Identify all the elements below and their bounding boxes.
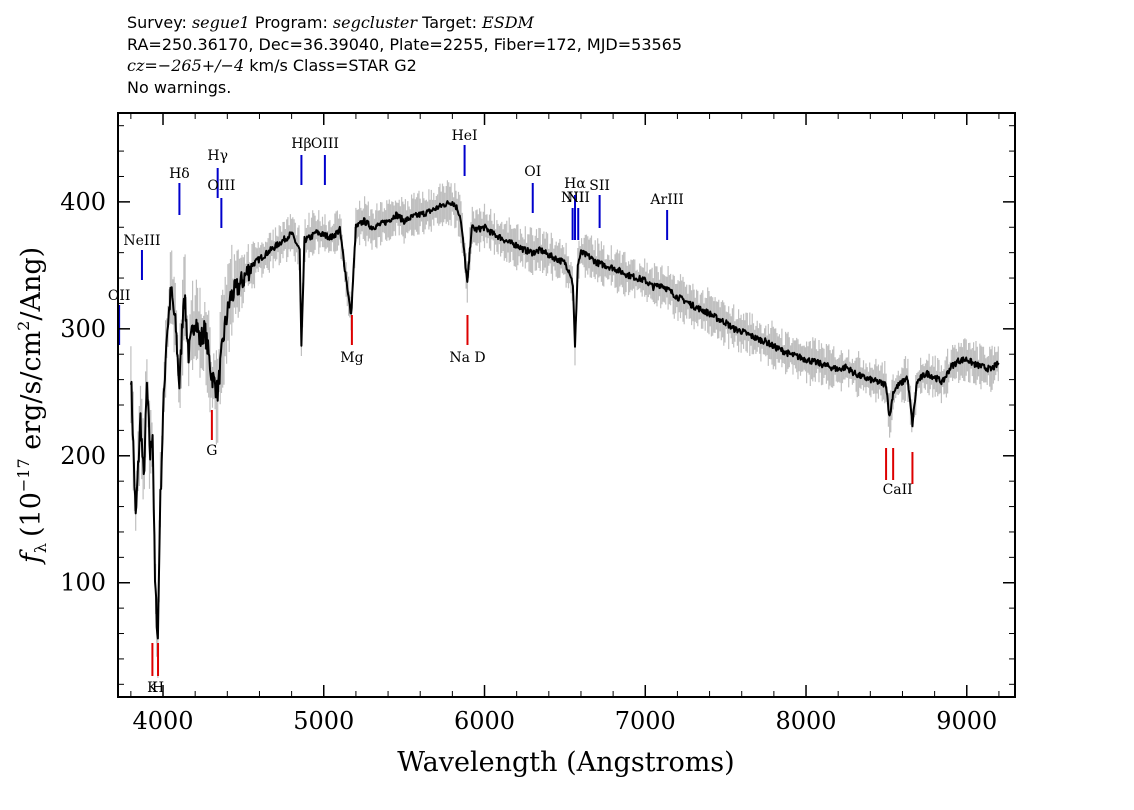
y-label-mid: erg/s/cm xyxy=(16,331,47,459)
emission-line-label: ArIII xyxy=(649,192,683,208)
y-tick-label: 300 xyxy=(60,315,106,343)
absorption-line-label: Na D xyxy=(449,350,485,366)
program-label: Program: xyxy=(249,13,333,32)
header-line-coords: RA=250.36170, Dec=36.39040, Plate=2255, … xyxy=(127,34,683,54)
target-value: ESDM xyxy=(482,13,534,32)
emission-line-label: SII xyxy=(589,178,610,194)
target-label: Target: xyxy=(416,13,483,32)
cz-unit-class: km/s Class=STAR G2 xyxy=(244,56,417,75)
y-label-sub: λ xyxy=(31,543,50,553)
x-tick-label: 8000 xyxy=(775,707,836,735)
flux-series xyxy=(129,200,1000,640)
emission-line-label: HeI xyxy=(452,128,478,144)
header-line-redshift: cz=−265+/−4 km/s Class=STAR G2 xyxy=(127,55,682,77)
header-line-warnings: No warnings. xyxy=(127,77,232,97)
emission-line-label: Hγ xyxy=(207,148,228,164)
absorption-line-label: K xyxy=(147,680,158,696)
x-tick-label: 7000 xyxy=(615,707,676,735)
cz-label: cz= xyxy=(127,56,158,75)
absorption-line-label: Mg xyxy=(340,350,363,366)
emission-line-label: NII xyxy=(567,190,590,206)
y-label-exp2: 2 xyxy=(14,321,33,331)
spectrum-header: Survey: segue1 Program: segcluster Targe… xyxy=(127,12,682,98)
x-tick-label: 5000 xyxy=(293,707,354,735)
emission-line-label: NII xyxy=(561,190,584,206)
cz-value: −265+/−4 xyxy=(157,56,245,75)
x-tick-label: 4000 xyxy=(132,707,193,735)
emission-line-label: Hδ xyxy=(169,166,190,182)
program-value: segcluster xyxy=(332,13,417,32)
y-tick-label: 200 xyxy=(60,442,106,470)
absorption-line-label: G xyxy=(206,443,217,459)
x-tick-label: 6000 xyxy=(454,707,515,735)
flux-line xyxy=(129,200,1000,640)
header-line-survey: Survey: segue1 Program: segcluster Targe… xyxy=(127,12,682,34)
emission-line-label: OIII xyxy=(311,136,339,152)
x-axis-label: Wavelength (Angstroms) xyxy=(397,747,734,778)
survey-value: segue1 xyxy=(191,13,250,32)
x-tick-label: 9000 xyxy=(936,707,997,735)
y-label-pre: (10 xyxy=(16,492,47,537)
y-tick-label: 100 xyxy=(60,569,106,597)
emission-line-label: OIII xyxy=(207,178,235,194)
emission-line-label: NeIII xyxy=(123,233,160,249)
absorption-line-label: H xyxy=(152,680,164,696)
absorption-line-label: CaII xyxy=(883,482,913,498)
emission-line-label: Hβ xyxy=(291,136,311,152)
y-tick-label: 400 xyxy=(60,188,106,216)
survey-label: Survey: xyxy=(127,13,192,32)
emission-line-label: Hα xyxy=(564,176,586,192)
emission-line-label: OI xyxy=(524,164,541,180)
y-label-exp: −17 xyxy=(14,458,33,492)
axis-ticks: 4000 5000 6000 7000 8000 9000 100 200 300 400 xyxy=(60,113,1015,735)
emission-line-label: OII xyxy=(108,288,131,304)
y-axis-label: fλ (10−17 erg/s/cm2/Ang) xyxy=(14,247,50,565)
y-label-symbol: f xyxy=(16,549,47,565)
y-label-post: /Ang) xyxy=(16,247,47,321)
